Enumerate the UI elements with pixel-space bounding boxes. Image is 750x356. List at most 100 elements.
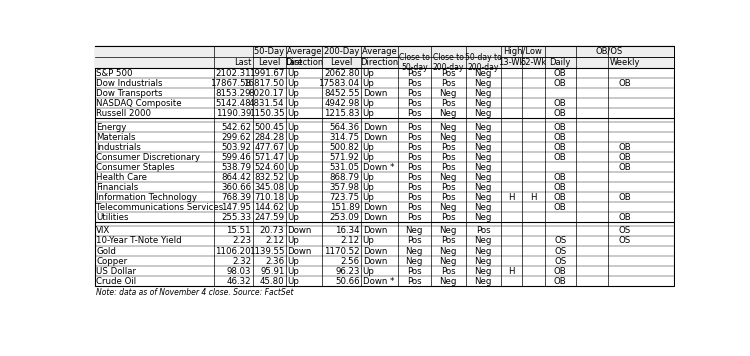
Text: OB: OB <box>619 79 632 88</box>
Text: Neg: Neg <box>475 142 492 152</box>
Text: Up: Up <box>287 267 299 276</box>
Text: OB: OB <box>619 153 632 162</box>
Text: Neg: Neg <box>440 89 457 98</box>
Text: 4942.98: 4942.98 <box>324 99 359 108</box>
Text: Neg: Neg <box>475 267 492 276</box>
Text: Neg: Neg <box>475 213 492 222</box>
Text: Neg: Neg <box>475 246 492 256</box>
Text: Down: Down <box>363 122 387 131</box>
Text: OB/OS: OB/OS <box>596 47 623 56</box>
Text: Up: Up <box>287 153 299 162</box>
Text: Neg: Neg <box>440 109 457 118</box>
Text: Pos: Pos <box>407 153 422 162</box>
Text: Close to
200-day: Close to 200-day <box>433 53 464 72</box>
Text: Telecommunications Services: Telecommunications Services <box>96 203 224 211</box>
Text: OB: OB <box>619 163 632 172</box>
Text: Pos: Pos <box>407 89 422 98</box>
Text: Neg: Neg <box>475 79 492 88</box>
Text: Neg: Neg <box>406 246 423 256</box>
Text: OB: OB <box>619 213 632 222</box>
Text: Pos: Pos <box>441 213 455 222</box>
Text: 52-Wk: 52-Wk <box>520 58 546 67</box>
Text: Pos: Pos <box>441 153 455 162</box>
Text: 1170.52: 1170.52 <box>324 246 359 256</box>
Text: OB: OB <box>554 122 567 131</box>
Text: Down *: Down * <box>363 163 394 172</box>
Text: Neg: Neg <box>440 122 457 131</box>
Text: 2.36: 2.36 <box>266 257 284 266</box>
Text: Down: Down <box>363 257 387 266</box>
Text: Neg: Neg <box>475 89 492 98</box>
Text: 2062.80: 2062.80 <box>324 69 359 78</box>
Text: Neg: Neg <box>440 132 457 142</box>
Text: Neg: Neg <box>475 163 492 172</box>
Text: 2102.31: 2102.31 <box>215 69 251 78</box>
Text: Down: Down <box>363 226 387 235</box>
Text: Pos: Pos <box>407 236 422 246</box>
Text: Pos: Pos <box>441 99 455 108</box>
Text: 299.62: 299.62 <box>221 132 251 142</box>
Text: Consumer Discretionary: Consumer Discretionary <box>96 153 200 162</box>
Text: 144.62: 144.62 <box>254 203 284 211</box>
Text: 2.23: 2.23 <box>232 236 251 246</box>
Text: Up: Up <box>363 183 374 192</box>
Text: Up: Up <box>363 267 374 276</box>
Text: Pos: Pos <box>407 163 422 172</box>
Text: 8153.29: 8153.29 <box>215 89 251 98</box>
Text: Up: Up <box>363 173 374 182</box>
Text: Down: Down <box>363 213 387 222</box>
Text: 5142.48: 5142.48 <box>215 99 251 108</box>
Text: NASDAQ Composite: NASDAQ Composite <box>96 99 182 108</box>
Text: 10-Year T-Note Yield: 10-Year T-Note Yield <box>96 236 182 246</box>
Text: Neg: Neg <box>440 173 457 182</box>
Text: Up: Up <box>287 109 299 118</box>
Text: 314.75: 314.75 <box>329 132 359 142</box>
Text: OB: OB <box>554 277 567 286</box>
Text: Down: Down <box>363 89 387 98</box>
Text: 4831.54: 4831.54 <box>249 99 284 108</box>
Text: 1215.83: 1215.83 <box>324 109 359 118</box>
Text: Neg: Neg <box>475 277 492 286</box>
Text: VIX: VIX <box>96 226 110 235</box>
Text: Consumer Staples: Consumer Staples <box>96 163 175 172</box>
Bar <box>94 46 674 286</box>
Text: Pos: Pos <box>407 183 422 192</box>
Text: Pos: Pos <box>441 69 455 78</box>
Text: 531.05: 531.05 <box>329 163 359 172</box>
Text: H: H <box>530 193 536 201</box>
Text: Neg: Neg <box>475 203 492 211</box>
Text: 2.12: 2.12 <box>266 236 284 246</box>
Text: OB: OB <box>554 173 567 182</box>
Bar <box>94 46 674 68</box>
Text: Neg: Neg <box>440 203 457 211</box>
Text: 599.46: 599.46 <box>221 153 251 162</box>
Text: Pos: Pos <box>441 183 455 192</box>
Text: 345.08: 345.08 <box>254 183 284 192</box>
Text: OB: OB <box>554 203 567 211</box>
Text: Pos: Pos <box>407 203 422 211</box>
Text: Up: Up <box>287 203 299 211</box>
Text: Gold: Gold <box>96 246 116 256</box>
Text: Pos: Pos <box>441 142 455 152</box>
Text: 8020.17: 8020.17 <box>249 89 284 98</box>
Text: 8452.55: 8452.55 <box>324 89 359 98</box>
Text: Down: Down <box>363 132 387 142</box>
Text: OS: OS <box>619 236 632 246</box>
Text: Neg: Neg <box>475 109 492 118</box>
Text: Neg: Neg <box>475 122 492 131</box>
Text: Up: Up <box>287 142 299 152</box>
Text: Neg: Neg <box>440 257 457 266</box>
Text: Pos: Pos <box>407 122 422 131</box>
Text: Direction: Direction <box>285 58 323 67</box>
Text: Pos: Pos <box>407 213 422 222</box>
Text: OB: OB <box>554 193 567 201</box>
Text: Down: Down <box>363 203 387 211</box>
Text: Pos: Pos <box>407 79 422 88</box>
Text: 16.34: 16.34 <box>335 226 359 235</box>
Text: Up: Up <box>287 99 299 108</box>
Text: 864.42: 864.42 <box>221 173 251 182</box>
Text: OS: OS <box>554 246 566 256</box>
Text: Up: Up <box>363 236 374 246</box>
Text: OB: OB <box>554 142 567 152</box>
Text: Up: Up <box>363 99 374 108</box>
